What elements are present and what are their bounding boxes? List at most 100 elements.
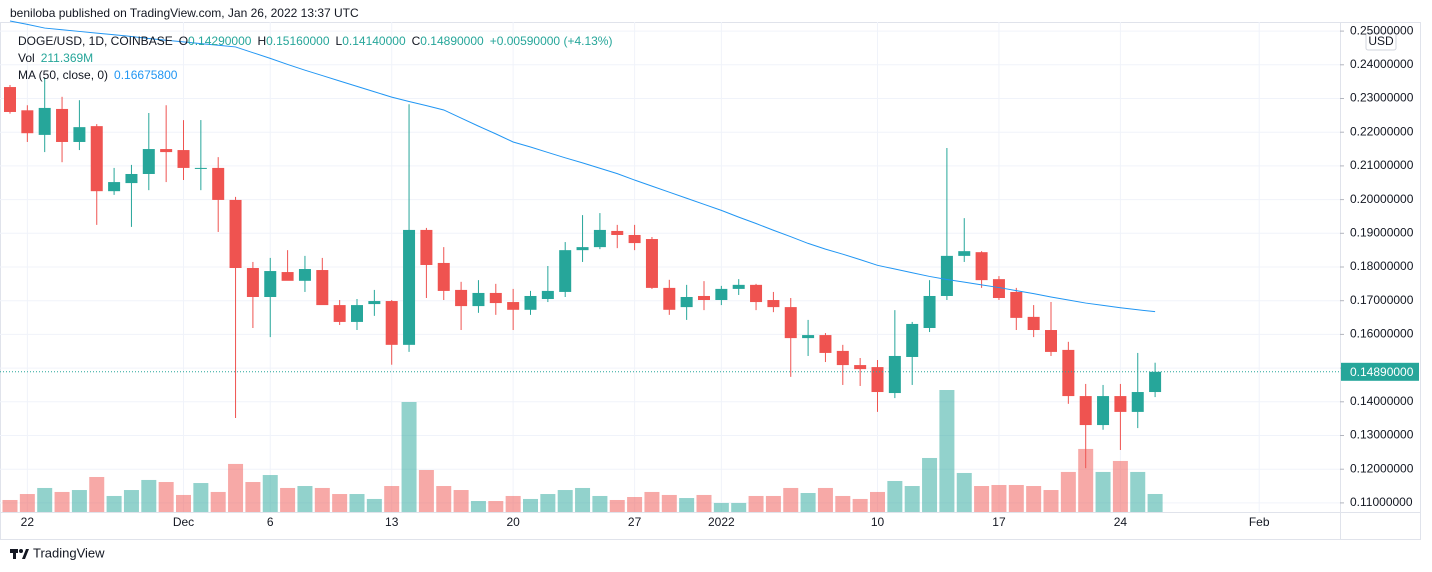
volume-bar [436, 486, 452, 512]
candle-body [871, 367, 884, 393]
candle-body [732, 284, 745, 289]
candle-body [264, 271, 277, 297]
candle-body [854, 365, 867, 370]
candle-body [108, 182, 121, 192]
volume-bar [158, 482, 174, 512]
volume-bar [488, 501, 504, 512]
volume-bar [731, 502, 747, 512]
candle-body [923, 295, 936, 328]
candle-body [351, 305, 363, 322]
volume-bar [314, 487, 330, 512]
candle-body [767, 300, 780, 308]
candle-body [975, 252, 988, 281]
volume-value: 211.369M [41, 51, 93, 65]
legend-volume: Vol 211.369M [18, 51, 93, 65]
candle-body [229, 199, 242, 269]
candle-body [1079, 396, 1092, 426]
y-tick-label: 0.18000000 [1350, 259, 1414, 273]
volume-bar [713, 502, 729, 512]
volume-bar [817, 487, 833, 512]
y-tick-label: 0.19000000 [1350, 225, 1414, 239]
volume-bar [592, 495, 608, 512]
candle-body [1114, 396, 1127, 412]
y-tick-label: 0.24000000 [1350, 57, 1414, 71]
candle-body [906, 323, 919, 357]
volume-bar [71, 490, 87, 512]
volume-bar [1060, 471, 1076, 512]
x-tick-label: 17 [992, 515, 1006, 529]
change: +0.00590000 (+4.13%) [490, 34, 613, 48]
volume-bar [37, 487, 53, 512]
candle-body [1131, 392, 1144, 412]
candle-body [298, 269, 311, 281]
chart-frame [0, 22, 1421, 540]
candle-body [194, 167, 207, 169]
x-tick-label: 27 [628, 515, 642, 529]
candle-body [489, 292, 502, 304]
x-tick-label: 6 [267, 515, 274, 529]
candle-body [90, 126, 103, 192]
candle-body [212, 167, 225, 200]
volume-bar [141, 479, 157, 512]
ohlc-label: H [257, 34, 266, 48]
brand-logo [10, 549, 29, 559]
candle-body [802, 335, 815, 339]
ohlc-value: 0.14290000 [188, 34, 252, 48]
x-tick-label: 20 [506, 515, 520, 529]
volume-bar [800, 493, 816, 512]
volume-bar [280, 487, 296, 512]
candle-body [1027, 316, 1040, 331]
candle-body [437, 262, 450, 291]
volume-bar [1043, 490, 1059, 512]
brand: TradingView [33, 545, 105, 560]
volume-bar [870, 491, 885, 512]
volume-bar [89, 476, 105, 512]
candle-body [663, 287, 676, 310]
candle-body [784, 307, 797, 339]
volume-bar [1130, 471, 1146, 512]
volume-bar [540, 494, 556, 512]
candle-body [160, 149, 173, 153]
candle-body [507, 302, 520, 310]
candle-body [177, 150, 190, 168]
y-tick-label: 0.21000000 [1350, 158, 1414, 172]
volume-bar [332, 494, 348, 512]
candle-body [524, 295, 537, 310]
candle-body [940, 255, 953, 296]
volume-bar [887, 480, 903, 512]
ohlc-label: L [336, 34, 343, 48]
volume-bar [470, 501, 486, 512]
volume-bar [297, 486, 313, 512]
legend-ma: MA (50, close, 0) 0.16675800 [18, 68, 178, 82]
currency: USD [1368, 34, 1394, 48]
x-tick-label: 22 [21, 515, 35, 529]
candle-body [316, 270, 329, 306]
candle-body [333, 305, 346, 322]
volume-bar [453, 490, 469, 512]
currency-box [1365, 32, 1397, 51]
volume-bar [210, 491, 226, 512]
volume-bar [679, 498, 695, 512]
candle-body [645, 239, 658, 288]
volume-bar [696, 494, 712, 512]
volume-bar [575, 487, 591, 512]
candle-body [715, 288, 728, 301]
volume-bar [1095, 471, 1111, 512]
y-tick-label: 0.13000000 [1350, 428, 1414, 442]
volume-bar [991, 484, 1007, 512]
x-tick-label: 24 [1114, 515, 1128, 529]
volume-bar [1147, 493, 1163, 512]
volume-bar [523, 498, 538, 512]
volume-bar [974, 486, 990, 512]
y-tick-label: 0.12000000 [1350, 461, 1414, 475]
volume-bar [922, 457, 938, 512]
candle-body [420, 229, 433, 265]
candle-body [4, 87, 16, 112]
candle-body [472, 292, 485, 307]
ohlc-value: 0.15160000 [266, 34, 330, 48]
y-tick-label: 0.20000000 [1350, 192, 1414, 206]
candle-body [541, 290, 554, 300]
candle-body [142, 149, 155, 174]
last-price-box [1341, 362, 1419, 381]
